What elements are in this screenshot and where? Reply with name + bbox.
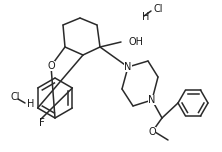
Text: OH: OH	[128, 37, 143, 47]
Text: H: H	[142, 12, 149, 22]
Text: O: O	[47, 61, 55, 71]
Text: H: H	[27, 99, 34, 109]
Text: F: F	[39, 118, 45, 128]
Text: Cl: Cl	[153, 4, 163, 14]
Text: Cl: Cl	[10, 92, 20, 102]
Text: O: O	[148, 127, 156, 137]
Text: N: N	[148, 95, 156, 105]
Text: N: N	[124, 62, 132, 72]
